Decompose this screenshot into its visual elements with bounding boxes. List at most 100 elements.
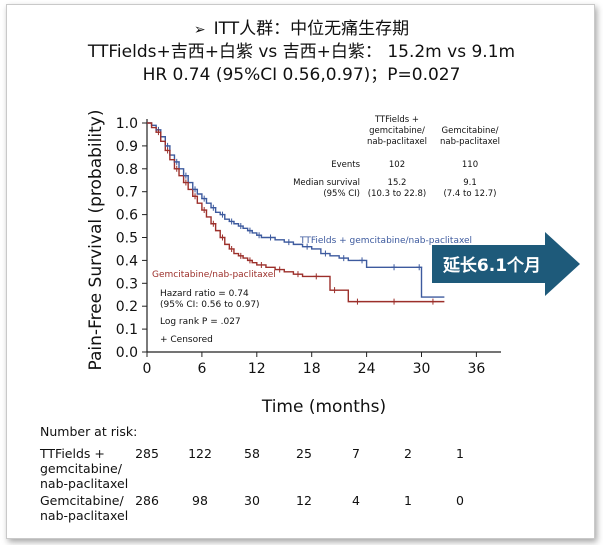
table-col1-header: TTFields + bbox=[374, 115, 419, 125]
risk-value: 25 bbox=[296, 446, 312, 461]
title-text-1: ITT人群：中位无痛生存期 bbox=[213, 19, 410, 39]
risk-value: 30 bbox=[244, 493, 260, 508]
risk-value: 98 bbox=[192, 493, 208, 508]
table-col1-header: gemcitabine/ bbox=[369, 126, 425, 136]
risk-value: 4 bbox=[352, 493, 360, 508]
censor-mark bbox=[173, 158, 180, 165]
risk-row-label-line: nab-paclitaxel bbox=[40, 476, 129, 491]
censor-mark bbox=[192, 186, 199, 193]
y-axis-label: Pain-Free Survival (probability) bbox=[86, 110, 106, 371]
risk-row-label-line: nab-paclitaxel bbox=[40, 508, 129, 523]
chart-axes: 0.0 0.1 0.2 0.3 0.4 0.5 0.6 0.7 0.8 0.9 1.0 0 6 12 18 2… bbox=[86, 110, 501, 417]
y-tick-label: 0.5 bbox=[116, 231, 138, 247]
censor-mark bbox=[246, 227, 253, 234]
censor-mark bbox=[322, 250, 329, 257]
risk-value: 122 bbox=[188, 446, 212, 461]
censor-mark bbox=[228, 245, 235, 252]
risk-value: 1 bbox=[456, 446, 464, 461]
series-label-1: TTFields + gemcitabine/nab-paclitaxel bbox=[299, 236, 472, 246]
x-tick-label: 12 bbox=[248, 361, 266, 377]
censor-mark bbox=[164, 147, 171, 154]
risk-value: 285 bbox=[135, 446, 159, 461]
y-tick-label: 0.2 bbox=[116, 299, 138, 315]
censor-mark bbox=[210, 220, 217, 227]
risk-value: 12 bbox=[296, 493, 312, 508]
x-tick-label: 24 bbox=[358, 361, 376, 377]
censor-mark bbox=[276, 266, 283, 273]
events-label: Events bbox=[331, 160, 360, 170]
censor-mark bbox=[201, 195, 208, 202]
callout-arrow: 延长6.1个月 bbox=[432, 232, 580, 296]
x-tick-label: 0 bbox=[143, 361, 152, 377]
censor-mark bbox=[359, 257, 366, 264]
x-tick-label: 18 bbox=[303, 361, 321, 377]
x-axis-label: Time (months) bbox=[261, 397, 386, 417]
censor-mark bbox=[340, 255, 347, 262]
censor-mark bbox=[313, 273, 320, 280]
table-col2-header: Gemcitabine/ bbox=[442, 126, 499, 136]
y-tick-label: 0.6 bbox=[116, 208, 138, 224]
censor-mark bbox=[354, 298, 361, 305]
median-value-2: 9.1 bbox=[463, 178, 477, 188]
x-tick-label: 6 bbox=[197, 361, 206, 377]
censor-mark bbox=[294, 271, 301, 278]
callout-text: 延长6.1个月 bbox=[442, 255, 541, 276]
y-tick-label: 0.4 bbox=[116, 253, 138, 269]
censor-mark bbox=[173, 165, 180, 172]
censor-mark bbox=[219, 211, 226, 218]
series-line-2 bbox=[147, 122, 445, 303]
y-tick-label: 0.9 bbox=[116, 139, 138, 155]
censor-mark bbox=[182, 179, 189, 186]
hazard-ratio: Hazard ratio = 0.74 bbox=[160, 289, 249, 299]
censored-legend: + Censored bbox=[160, 335, 213, 345]
censor-mark bbox=[416, 264, 423, 271]
censor-mark bbox=[429, 298, 436, 305]
censor-mark bbox=[391, 298, 398, 305]
series-label-2: Gemcitabine/nab-paclitaxel bbox=[152, 270, 276, 280]
censor-mark bbox=[155, 129, 162, 136]
x-tick-label: 36 bbox=[467, 361, 485, 377]
censor-mark bbox=[219, 234, 226, 241]
callout-arrow-shape bbox=[432, 232, 580, 296]
y-tick-label: 1.0 bbox=[116, 116, 138, 132]
censor-mark bbox=[201, 207, 208, 214]
censor-mark bbox=[285, 239, 292, 246]
table-col2-header: nab-paclitaxel bbox=[440, 137, 500, 147]
censor-mark bbox=[192, 193, 199, 200]
title-line-2: TTFields+吉西+白紫 vs 吉西+白紫： 15.2m vs 9.1m bbox=[87, 42, 516, 62]
title-line-1: ➢ ITT人群：中位无痛生存期 bbox=[0, 18, 603, 41]
title-line-3: HR 0.74 (95%CI 0.56,0.97)；P=0.027 bbox=[142, 65, 461, 85]
median-label: Median survival bbox=[293, 178, 360, 188]
censor-mark bbox=[331, 287, 338, 294]
censor-mark bbox=[391, 264, 398, 271]
censor-mark bbox=[258, 261, 265, 268]
risk-row-label: Gemcitabine/nab-paclitaxel bbox=[40, 493, 128, 523]
y-tick-label: 0.0 bbox=[116, 345, 138, 361]
y-tick-label: 0.1 bbox=[116, 322, 138, 338]
risk-value: 1 bbox=[404, 493, 412, 508]
risk-value: 2 bbox=[404, 446, 412, 461]
censor-mark bbox=[228, 218, 235, 225]
table-col1-header: nab-paclitaxel bbox=[367, 137, 427, 147]
x-tick-label: 30 bbox=[413, 361, 431, 377]
chart-censor-marks bbox=[155, 126, 436, 305]
y-tick-label: 0.7 bbox=[116, 185, 138, 201]
censor-mark bbox=[256, 232, 263, 239]
censor-mark bbox=[304, 243, 311, 250]
arrow-bullet-icon: ➢ bbox=[193, 22, 206, 38]
log-rank: Log rank P = .027 bbox=[160, 317, 241, 327]
y-tick-label: 0.8 bbox=[116, 162, 138, 178]
risk-value: 58 bbox=[244, 446, 260, 461]
median-value-1: 15.2 bbox=[388, 178, 407, 188]
censor-mark bbox=[237, 252, 244, 259]
risk-row-label-line: TTFields + bbox=[40, 446, 105, 461]
risk-row-label: TTFields + gemcitabine/nab-paclitaxel bbox=[40, 446, 128, 491]
median-ci-label: (95% CI) bbox=[323, 189, 360, 199]
y-tick-label: 0.3 bbox=[116, 276, 138, 292]
censor-mark bbox=[246, 257, 253, 264]
risk-row-label-line: Gemcitabine/ bbox=[40, 493, 124, 508]
chart-labels: TTFields + gemcitabine/nab-paclitaxelGem… bbox=[152, 115, 500, 345]
risk-title: Number at risk: bbox=[40, 424, 138, 439]
median-ci-2: (7.4 to 12.7) bbox=[443, 189, 496, 199]
